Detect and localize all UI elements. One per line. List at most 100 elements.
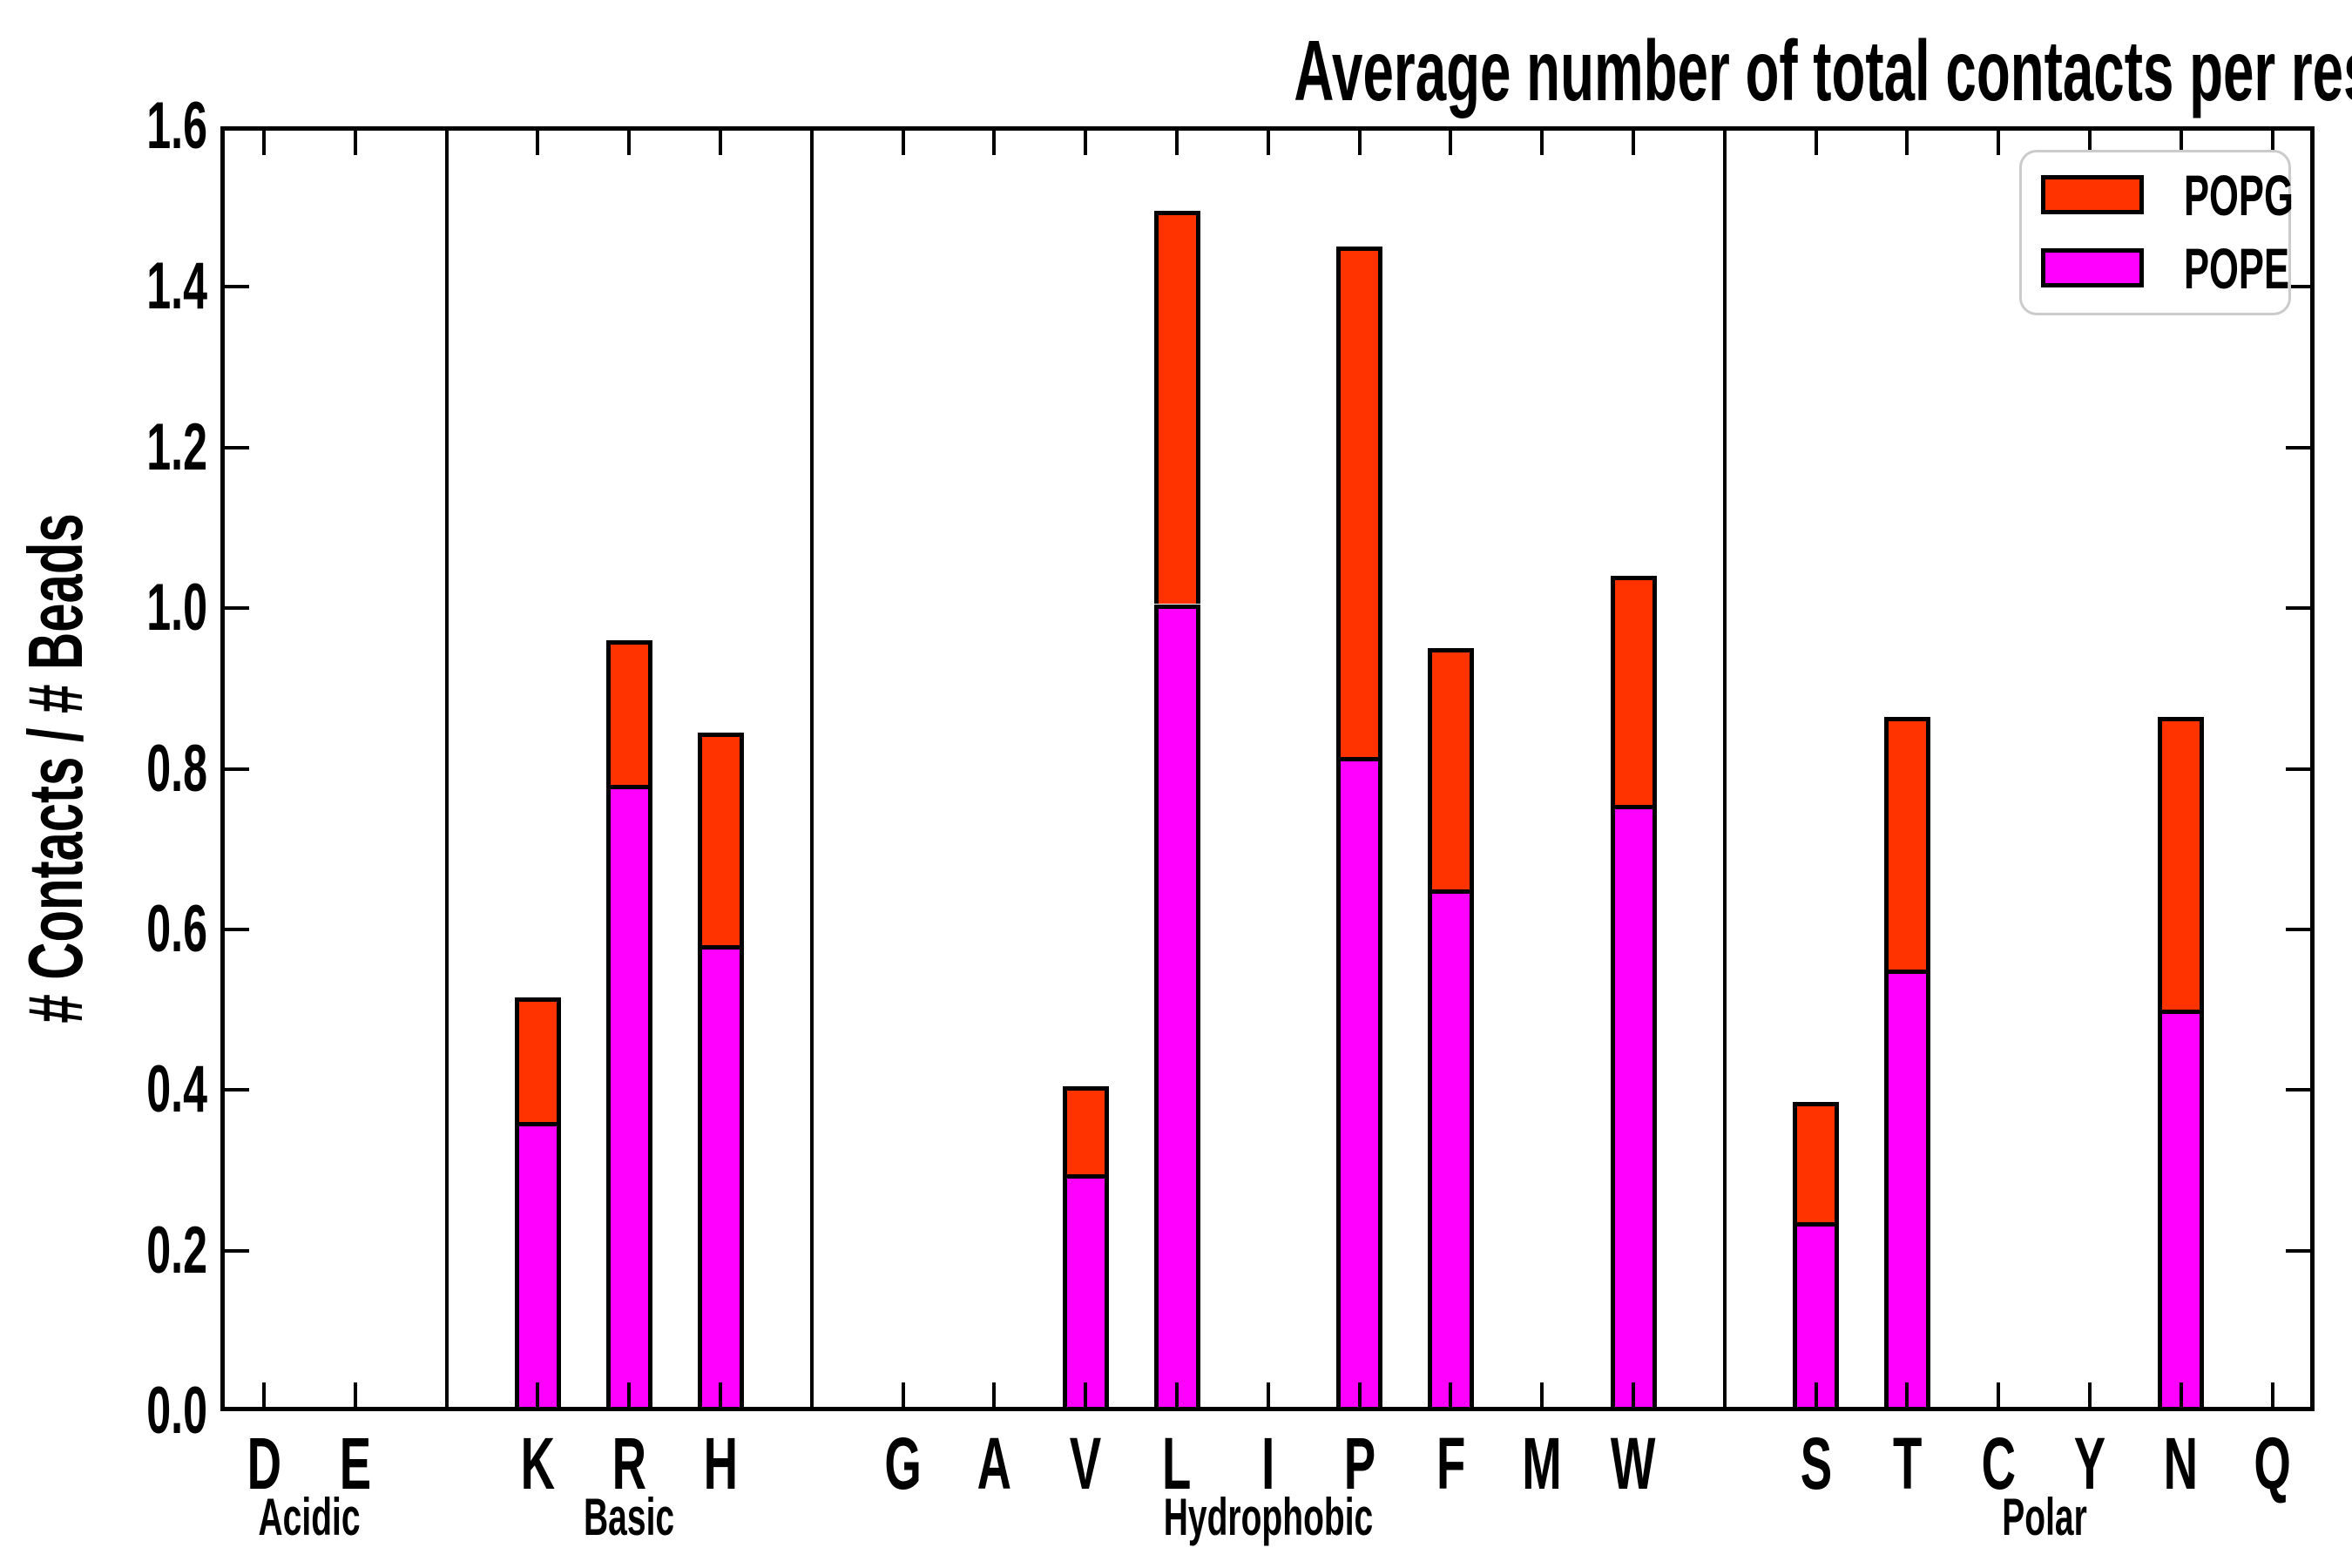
y-tick-label-0.8: 0.8 xyxy=(146,731,207,806)
residue-label-W: W xyxy=(1241,1427,2025,1500)
y-tick-left-0.8 xyxy=(220,767,249,771)
residue-label-H: H xyxy=(328,1427,1112,1500)
y-tick-left-1.4 xyxy=(220,285,249,289)
x-tick-bottom-V xyxy=(1084,1382,1088,1411)
bar-segment-pope-P xyxy=(1336,756,1383,1411)
x-tick-top-E xyxy=(353,126,357,155)
group-divider xyxy=(809,126,814,1411)
legend: POPG POPE xyxy=(2019,150,2294,315)
y-tick-label-0.0: 0.0 xyxy=(146,1374,207,1448)
x-tick-top-V xyxy=(1084,126,1088,155)
bar-segment-popg-S xyxy=(1793,1102,1840,1223)
x-tick-top-T xyxy=(1905,126,1909,155)
y-tick-left-1.0 xyxy=(220,606,249,611)
bar-segment-popg-N xyxy=(2158,716,2205,1010)
x-tick-top-Y xyxy=(2088,126,2092,155)
residue-label-text-A: A xyxy=(977,1423,1012,1504)
bar-segment-popg-W xyxy=(1610,576,1657,805)
residue-label-Y: Y xyxy=(1698,1427,2352,1500)
residue-label-text-R: R xyxy=(612,1423,646,1504)
legend-label-pope: POPE xyxy=(2184,236,2290,301)
residue-label-C: C xyxy=(1606,1427,2352,1500)
y-tick-right-1.4 xyxy=(2286,285,2315,289)
bar-segment-popg-H xyxy=(697,733,744,946)
residue-label-D: D xyxy=(0,1427,656,1500)
x-tick-top-M xyxy=(1540,126,1544,155)
residue-label-N: N xyxy=(1789,1427,2352,1500)
residue-label-V: V xyxy=(693,1427,1477,1500)
residue-label-text-Q: Q xyxy=(2254,1423,2291,1504)
chart-title-text: Average number of total contacts per res… xyxy=(1294,23,2352,118)
y-tick-label-1.2: 1.2 xyxy=(146,409,207,484)
x-tick-bottom-K xyxy=(536,1382,540,1411)
residue-label-K: K xyxy=(145,1427,929,1500)
residue-label-S: S xyxy=(1424,1427,2208,1500)
residue-label-P: P xyxy=(968,1427,1752,1500)
x-tick-top-Q xyxy=(2270,126,2274,155)
residue-label-Q: Q xyxy=(1881,1427,2352,1500)
y-axis-label: # Contacts / # Beads xyxy=(12,513,98,1024)
x-tick-bottom-Q xyxy=(2270,1382,2274,1411)
y-tick-label-0.4: 0.4 xyxy=(146,1052,207,1127)
y-tick-right-1.0 xyxy=(2286,606,2315,611)
residue-label-text-K: K xyxy=(520,1423,556,1504)
x-tick-bottom-C xyxy=(1997,1382,2001,1411)
x-tick-top-F xyxy=(1449,126,1453,155)
legend-label-popg: POPG xyxy=(2184,163,2294,227)
residue-label-text-S: S xyxy=(1800,1423,1832,1504)
bar-segment-popg-V xyxy=(1062,1085,1109,1174)
x-tick-bottom-F xyxy=(1449,1382,1453,1411)
group-label-text-polar: Polar xyxy=(2001,1488,2087,1546)
x-tick-bottom-R xyxy=(627,1382,632,1411)
y-tick-right-0.6 xyxy=(2286,927,2315,931)
x-tick-bottom-H xyxy=(719,1382,722,1411)
residue-label-text-P: P xyxy=(1343,1423,1375,1504)
x-tick-top-R xyxy=(627,126,632,155)
bar-segment-pope-S xyxy=(1793,1222,1840,1411)
x-tick-bottom-T xyxy=(1905,1382,1909,1411)
x-tick-bottom-Y xyxy=(2088,1382,2092,1411)
residue-label-text-M: M xyxy=(1522,1423,1562,1504)
group-divider xyxy=(1722,126,1727,1411)
residue-label-text-L: L xyxy=(1162,1423,1192,1504)
x-tick-top-I xyxy=(1266,126,1270,155)
group-label-text-basic: Basic xyxy=(584,1488,675,1546)
bar-segment-pope-N xyxy=(2158,1010,2205,1411)
residue-label-text-G: G xyxy=(884,1423,922,1504)
bar-segment-pope-H xyxy=(697,945,744,1411)
x-tick-top-P xyxy=(1357,126,1362,155)
group-label-text-hydrophobic: Hydrophobic xyxy=(1163,1488,1374,1546)
x-tick-bottom-N xyxy=(2179,1382,2183,1411)
bar-segment-popg-T xyxy=(1883,716,1930,970)
group-label-acidic: Acidic xyxy=(0,1491,701,1544)
residue-label-F: F xyxy=(1058,1427,1842,1500)
residue-label-text-T: T xyxy=(1892,1423,1923,1504)
y-tick-label-1.6: 1.6 xyxy=(146,89,207,163)
legend-swatch-popg xyxy=(2041,175,2144,214)
y-tick-right-1.2 xyxy=(2286,445,2315,449)
residue-label-text-I: I xyxy=(1261,1423,1275,1504)
x-tick-bottom-I xyxy=(1266,1382,1270,1411)
chart-title: Average number of total contacts per res… xyxy=(871,28,2352,113)
x-tick-top-K xyxy=(536,126,540,155)
bar-segment-popg-L xyxy=(1153,210,1200,605)
legend-swatch-pope xyxy=(2041,248,2144,287)
x-tick-top-C xyxy=(1997,126,2001,155)
y-tick-left-1.2 xyxy=(220,445,249,449)
x-tick-top-N xyxy=(2179,126,2183,155)
group-label-hydrophobic: Hydrophobic xyxy=(876,1491,1660,1544)
y-tick-left-0.4 xyxy=(220,1088,249,1092)
x-tick-top-G xyxy=(901,126,905,155)
residue-label-text-D: D xyxy=(247,1423,281,1504)
y-tick-label-0.2: 0.2 xyxy=(146,1213,207,1288)
residue-label-T: T xyxy=(1515,1427,2299,1500)
y-tick-label-1.4: 1.4 xyxy=(146,249,207,324)
bar-segment-popg-K xyxy=(514,997,561,1123)
x-tick-bottom-S xyxy=(1814,1382,1818,1411)
x-tick-top-A xyxy=(992,126,997,155)
residue-label-text-F: F xyxy=(1436,1423,1466,1504)
bar-segment-pope-W xyxy=(1610,805,1657,1411)
x-tick-top-D xyxy=(262,126,266,155)
residue-label-L: L xyxy=(785,1427,1569,1500)
x-tick-top-H xyxy=(719,126,722,155)
